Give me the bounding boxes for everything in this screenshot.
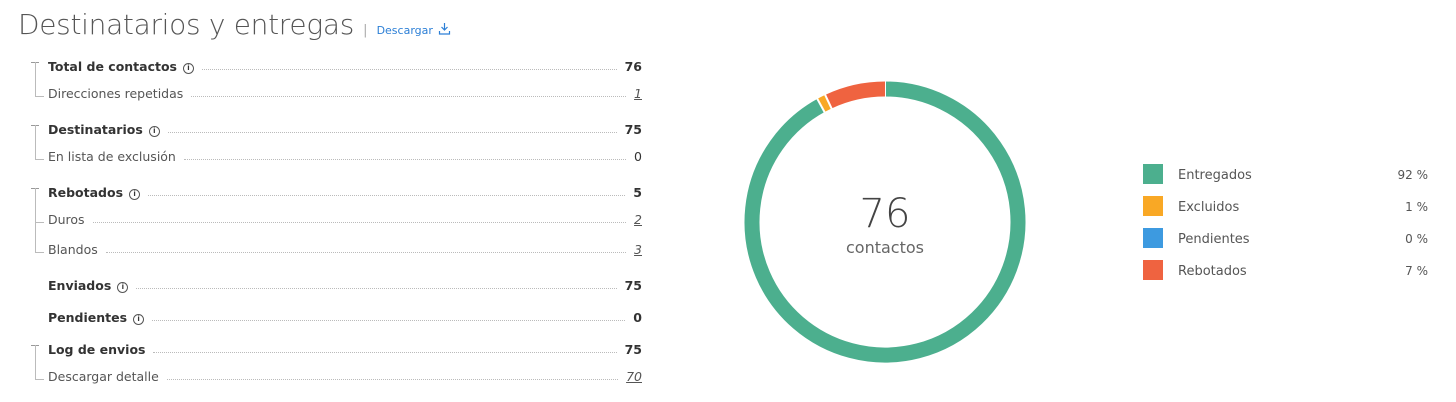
leader [152,320,626,321]
stat-row: Destinatarios i 75 [48,117,642,137]
info-icon[interactable]: i [148,126,160,137]
stat-label: Log de envios [48,342,146,357]
stat-label: Rebotados i [48,185,141,200]
stat-child-row: En lista de exclusión 0 [48,144,642,164]
stat-child-row: Duros 2 [48,207,642,227]
tree-line [35,345,44,380]
leader [166,379,619,380]
info-icon[interactable]: i [183,63,194,74]
donut-segment [825,81,886,109]
stat-label: Enviados i [48,278,129,293]
child-value[interactable]: 2 [634,212,642,227]
leader [148,195,626,196]
leader [92,222,627,223]
legend-label: Rebotados [1178,264,1247,279]
download-icon[interactable] [438,22,451,35]
stat-row: Log de envios 75 [48,337,642,357]
legend-label: Entregados [1178,168,1252,183]
stat-value: 76 [624,59,642,74]
download-link[interactable]: Descargar [376,24,433,37]
stat-row: Total de contactos i 76 [48,54,642,74]
child-label: Duros [48,212,85,227]
info-icon[interactable]: i [129,189,141,200]
child-label: En lista de exclusión [48,149,176,164]
title: Destinatarios y entregas [18,8,354,41]
stat-child-row: Descargar detalle 70 [48,364,642,384]
legend-label: Excluidos [1178,200,1239,215]
legend-swatch [1143,196,1163,216]
leader [167,132,617,133]
header: Destinatarios y entregas | Descargar [18,8,451,41]
leader [183,159,627,160]
stat-label: Destinatarios i [48,122,160,137]
leader [202,69,617,70]
child-value[interactable]: 3 [634,242,642,257]
tree-line [35,62,44,97]
stat-value: 75 [624,342,642,357]
legend-value: 0 % [1405,232,1428,246]
legend-value: 7 % [1405,264,1428,278]
info-icon[interactable]: i [133,314,145,325]
stat-row: Enviados i 75 [48,273,642,293]
separator: | [363,23,368,38]
child-value: 0 [634,149,642,164]
stat-label: Total de contactos i [48,59,194,74]
child-value[interactable]: 70 [626,369,642,384]
leader [191,96,627,97]
stat-value: 0 [633,310,642,325]
legend-swatch [1143,228,1163,248]
info-icon[interactable]: i [117,282,129,293]
legend-value: 92 % [1398,168,1429,182]
stat-child-row: Direcciones repetidas 1 [48,81,642,101]
stat-value: 75 [624,122,642,137]
stat-row: Pendientes i 0 [48,305,642,325]
center-label: contactos [846,238,924,257]
child-label: Direcciones repetidas [48,86,184,101]
donut-segment [744,81,1026,363]
stat-row: Rebotados i 5 [48,180,642,200]
tree-line [35,125,44,160]
child-label: Blandos [48,242,98,257]
leader [136,288,617,289]
segment-gap [823,93,834,111]
child-value[interactable]: 1 [634,86,642,101]
stat-child-row: Blandos 3 [48,237,642,257]
legend-value: 1 % [1405,200,1428,214]
leader [153,352,617,353]
center-value: 76 [860,191,911,237]
stat-value: 5 [633,185,642,200]
donut-segment [817,94,832,113]
legend-swatch [1143,164,1163,184]
legend-swatch [1143,260,1163,280]
segment-gap [815,97,827,114]
leader [105,252,627,253]
legend-label: Pendientes [1178,232,1250,247]
stat-value: 75 [624,278,642,293]
tree-line [35,188,44,253]
stat-label: Pendientes i [48,310,145,325]
child-label: Descargar detalle [48,369,159,384]
